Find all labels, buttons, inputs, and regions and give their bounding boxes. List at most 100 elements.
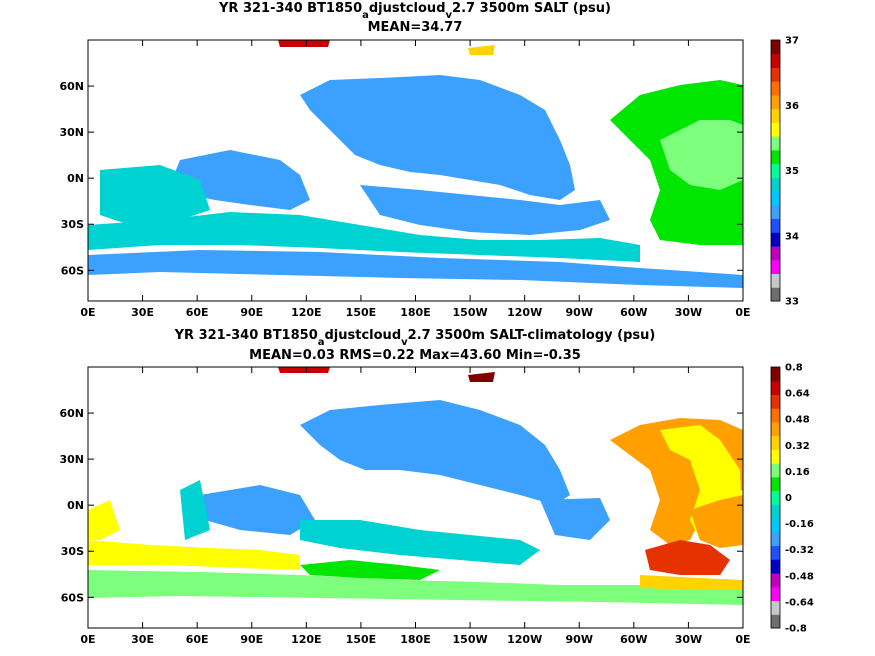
colorbar-label: 0.48 [785,415,810,426]
x-tick-label: 0E [80,306,95,319]
colorbar-swatch [771,408,780,423]
colorbar-label: 33 [785,297,799,308]
colorbar-swatch [771,108,780,123]
x-tick-label: 120W [507,633,542,646]
colorbar-swatch [771,163,780,178]
x-tick-label: 30E [131,633,154,646]
x-tick-label: 90E [240,306,263,319]
y-tick-label: 60S [61,264,84,277]
x-tick-label: 120E [291,633,321,646]
x-tick-label: 30E [131,306,154,319]
colorbar-swatch [771,614,780,629]
colorbar-swatch [771,435,780,450]
x-tick-label: 150E [346,633,376,646]
x-tick-label: 90W [566,306,593,319]
colorbar-label: 35 [785,166,799,177]
colorbar-label: 0.64 [785,389,810,400]
map-subtitle: MEAN=34.77 [368,20,463,35]
colorbar-swatch [771,122,780,137]
x-tick-label: 90E [240,633,263,646]
x-tick-label: 60E [186,306,209,319]
colorbar-swatch [771,149,780,165]
x-tick-label: 30W [675,306,702,319]
colorbar-label: 34 [785,231,799,242]
x-axis: 0E 30E 60E 90E 120E 150E 180E 150W 120W 90W 60W 30W… [80,40,751,319]
colorbar-swatch [771,394,780,409]
colorbar-label: 37 [785,36,799,47]
colorbar-swatch [771,177,780,192]
x-tick-label: 150E [346,306,376,319]
colorbar-swatch [771,545,780,560]
colorbar-swatch [771,449,780,464]
x-tick-label: 0E [735,633,750,646]
colorbar-swatch [771,531,780,547]
salinity-map-panel: YR 321-340 BT1850adjustcloudv2.7 3500m S… [59,1,798,319]
colorbar-swatch [771,586,780,602]
colorbar-label: 0.16 [785,467,810,478]
y-axis: 60N 30N 0N 30S 60S [59,80,743,277]
x-tick-label: 0E [735,306,750,319]
colorbar-swatch [771,463,780,478]
colorbar-swatch [771,421,780,437]
y-tick-label: 30S [61,218,84,231]
map-title: YR 321-340 BT1850adjustcloudv2.7 3500m S… [174,328,656,348]
colorbar-label: -0.64 [785,597,814,608]
y-tick-label: 30N [59,126,84,139]
y-tick-label: 60N [59,80,84,93]
colorbar-swatch [771,246,780,261]
colorbar-frame [770,39,781,302]
x-tick-label: 60W [620,306,647,319]
y-tick-label: 60N [59,407,84,420]
colorbar-swatch [771,273,780,288]
x-tick-label: 180E [400,633,430,646]
y-tick-label: 0N [67,172,84,185]
ocean-field [88,40,743,301]
colorbar-swatch [771,136,780,151]
salinity-anomaly-map-panel: YR 321-340 BT1850adjustcloudv2.7 3500m S… [59,328,813,646]
map-title: YR 321-340 BT1850adjustcloudv2.7 3500m S… [218,1,611,21]
x-tick-label: 150W [453,306,488,319]
colorbar-swatch [771,490,780,505]
colorbar-swatch [771,218,780,233]
x-tick-label: 150W [453,633,488,646]
colorbar: 37 36 35 34 33 [770,36,799,308]
x-tick-label: 60W [620,633,647,646]
colorbar-swatch [771,40,780,55]
colorbar-swatch [771,232,780,247]
colorbar-swatch [771,504,780,519]
y-tick-label: 30N [59,453,84,466]
x-tick-label: 60E [186,633,209,646]
colorbar-swatch [771,600,780,615]
x-tick-label: 30W [675,633,702,646]
x-tick-label: 120E [291,306,321,319]
x-axis: 0E 30E 60E 90E 120E 150E 180E 150W 120W 90W 60W 30W… [80,367,751,646]
colorbar-swatch [771,191,780,206]
x-tick-label: 180E [400,306,430,319]
colorbar-label: 0.8 [785,363,803,374]
colorbar-swatch [771,559,780,574]
colorbar-frame [770,366,781,629]
colorbar-label: -0.8 [785,624,807,635]
y-axis: 60N 30N 0N 30S 60S [59,407,743,604]
colorbar-swatch [771,259,780,275]
colorbar-swatch [771,476,780,492]
colorbar-swatch [771,287,780,302]
colorbar: 0.8 0.64 0.48 0.32 0.16 0 -0.16 -0.32 -0.48 -0.64… [770,363,814,635]
x-tick-label: 0E [80,633,95,646]
y-tick-label: 0N [67,499,84,512]
colorbar-swatch [771,518,780,533]
colorbar-label: 36 [785,101,799,112]
colorbar-label: 0.32 [785,441,810,452]
y-tick-label: 60S [61,591,84,604]
colorbar-swatch [771,81,780,96]
colorbar-swatch [771,367,780,382]
ocean-field [88,367,743,628]
colorbar-swatch [771,204,780,220]
x-tick-label: 120W [507,306,542,319]
x-tick-label: 90W [566,633,593,646]
colorbar-swatch [771,53,780,68]
colorbar-swatch [771,573,780,588]
colorbar-label: -0.48 [785,571,814,582]
colorbar-swatch [771,94,780,110]
